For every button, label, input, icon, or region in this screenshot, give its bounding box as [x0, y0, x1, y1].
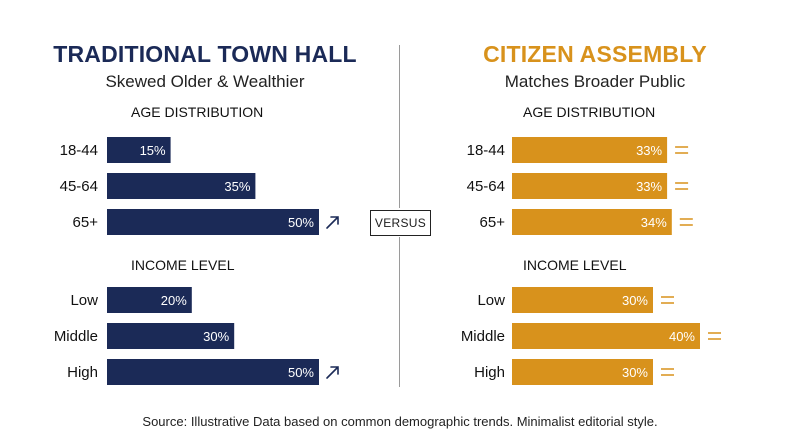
category-label: 45-64: [467, 178, 505, 195]
category-label: 65+: [480, 214, 506, 231]
bar: [107, 137, 171, 163]
left-chart-title: INCOME LEVEL: [131, 257, 235, 273]
right-panel-title: CITIZEN ASSEMBLY: [483, 41, 707, 67]
equals-icon: [679, 218, 693, 226]
category-label: Middle: [461, 328, 505, 345]
right-chart-title: INCOME LEVEL: [523, 257, 627, 273]
equals-icon: [675, 182, 689, 190]
bar: [512, 359, 653, 385]
arrow-up-right-icon: [326, 216, 339, 229]
category-label: 65+: [73, 214, 99, 231]
bar-value-label: 33%: [636, 179, 662, 194]
left-panel-subtitle: Skewed Older & Wealthier: [105, 72, 305, 91]
bar: [512, 209, 672, 235]
bar-value-label: 30%: [622, 365, 648, 380]
right-panel-subtitle: Matches Broader Public: [504, 72, 686, 91]
source-note: Source: Illustrative Data based on commo…: [142, 414, 658, 429]
right-chart-title: AGE DISTRIBUTION: [523, 104, 655, 120]
bar-value-label: 40%: [669, 329, 695, 344]
bar-value-label: 15%: [140, 143, 166, 158]
left-chart-title: AGE DISTRIBUTION: [131, 104, 263, 120]
bar: [512, 323, 700, 349]
equals-icon: [661, 368, 674, 376]
bar-value-label: 50%: [288, 365, 314, 380]
arrow-up-right-icon: [326, 366, 339, 379]
bar-value-label: 30%: [622, 293, 648, 308]
bar-value-label: 33%: [636, 143, 662, 158]
category-label: High: [474, 364, 505, 381]
bar: [512, 137, 668, 163]
equals-icon: [708, 332, 721, 340]
category-label: 18-44: [60, 142, 98, 159]
versus-badge: VERSUS: [370, 210, 431, 236]
bar-value-label: 35%: [224, 179, 250, 194]
divider-line-top: [399, 45, 400, 208]
left-panel-title: TRADITIONAL TOWN HALL: [53, 41, 357, 67]
category-label: Low: [477, 292, 505, 309]
bar: [107, 209, 319, 235]
category-label: High: [67, 364, 98, 381]
category-label: Middle: [54, 328, 98, 345]
bar: [107, 287, 192, 313]
divider-line-bottom: [399, 237, 400, 387]
equals-icon: [661, 296, 674, 304]
bar: [512, 287, 653, 313]
category-label: 18-44: [467, 142, 505, 159]
equals-icon: [675, 146, 689, 154]
bar-value-label: 50%: [288, 215, 314, 230]
bar: [107, 173, 256, 199]
bar: [107, 359, 319, 385]
bar-value-label: 30%: [203, 329, 229, 344]
bar: [512, 173, 668, 199]
bar-value-label: 20%: [161, 293, 187, 308]
category-label: 45-64: [60, 178, 98, 195]
category-label: Low: [70, 292, 98, 309]
bar: [107, 323, 235, 349]
bar-value-label: 34%: [641, 215, 667, 230]
